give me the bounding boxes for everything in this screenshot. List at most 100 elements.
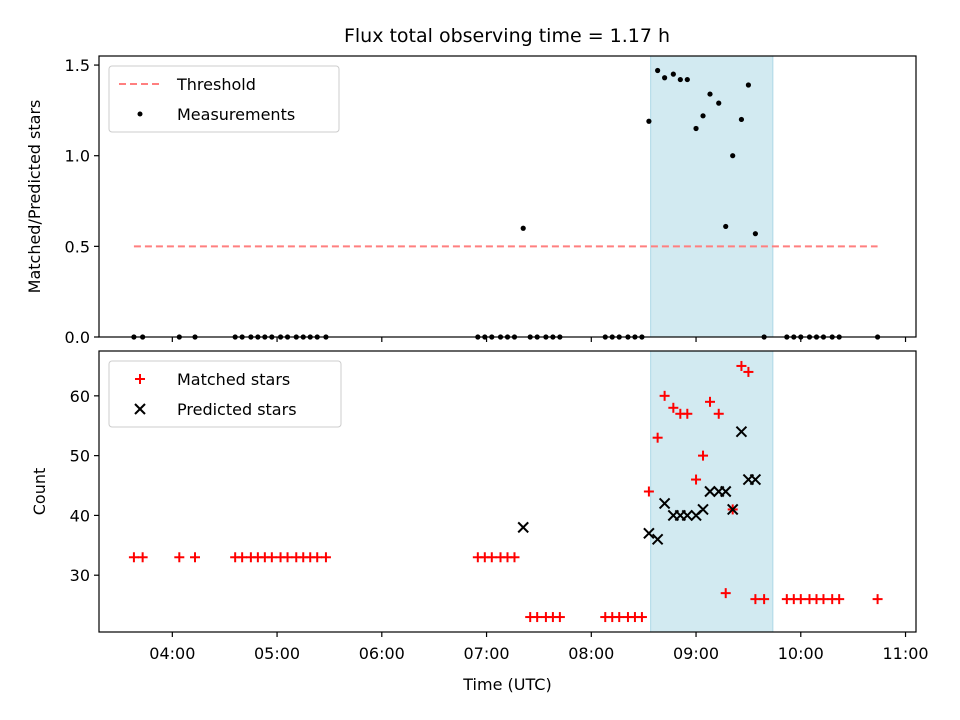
cross-stroke <box>651 533 664 546</box>
matched-star-point <box>486 552 497 563</box>
matched-star-point <box>698 450 709 461</box>
matched-star-point <box>705 396 716 407</box>
cross-stroke <box>720 485 732 498</box>
matched-star-point <box>872 594 883 605</box>
y-tick-label: 60 <box>70 387 90 406</box>
matched-star-point <box>736 360 747 371</box>
predicted-star-point <box>697 503 709 516</box>
predicted-star-point <box>643 527 655 540</box>
measurement-point <box>707 91 713 97</box>
x-axis-label: Time (UTC) <box>462 675 551 694</box>
matched-star-point <box>652 432 663 443</box>
measurement-point <box>730 153 736 159</box>
x-tick-label: 09:00 <box>673 644 719 663</box>
matched-star-point <box>795 594 806 605</box>
legend-cross-marker <box>134 403 146 415</box>
y-tick-label: 1.5 <box>65 56 90 75</box>
matched-star-point <box>190 552 201 563</box>
observing-window-highlight <box>650 350 774 633</box>
x-tick-label: 04:00 <box>149 644 195 663</box>
matched-star-point <box>614 612 625 623</box>
y-tick-label: 1.0 <box>65 147 90 166</box>
count-panel-axes: 30 40 50 60 04:00 05:00 06:00 07:00 08:00 09:00 10… <box>70 387 929 663</box>
x-tick-label: 07:00 <box>463 644 509 663</box>
matched-star-point <box>266 552 277 563</box>
matched-star-point <box>668 402 679 413</box>
measurement-point <box>662 75 668 81</box>
predicted-star-point <box>651 533 664 546</box>
ratio-panel-frame <box>98 55 917 338</box>
ratio-panel: 0.0 0.5 1.0 1.5 Matched/Predicted stars Thr… <box>25 55 917 347</box>
count-panel: 30 40 50 60 04:00 05:00 06:00 07:00 08:00 09:00 10… <box>30 350 929 694</box>
ratio-legend: Threshold Measurements <box>108 65 340 133</box>
count-y-axis-label: Count <box>30 468 49 516</box>
count-legend-box <box>108 360 342 428</box>
legend-matched-swatch <box>135 374 145 384</box>
matched-star-point <box>237 552 248 563</box>
x-tick-label: 05:00 <box>254 644 300 663</box>
cross-stroke <box>643 527 655 540</box>
cross-stroke <box>704 485 716 498</box>
matched-star-point <box>659 390 670 401</box>
matched-star-point <box>682 408 693 419</box>
predicted-star-point <box>517 521 529 534</box>
matched-star-point <box>174 552 185 563</box>
measurement-point <box>752 231 758 237</box>
matched-star-point <box>636 612 647 623</box>
measurement-point <box>693 125 699 132</box>
predicted-star-point <box>720 485 732 498</box>
matched-star-point <box>743 366 754 377</box>
legend-measurements-swatch <box>137 111 143 117</box>
matched-star-point <box>554 612 565 623</box>
observing-window-highlight <box>650 55 774 338</box>
predicted-star-point <box>704 485 716 498</box>
cross-stroke <box>681 509 694 522</box>
matched-star-point <box>750 594 761 605</box>
matched-star-point <box>691 474 702 485</box>
cross-stroke <box>517 521 529 534</box>
legend-predicted-label: Predicted stars <box>177 400 297 419</box>
legend-threshold-label: Threshold <box>176 75 256 94</box>
measurement-point <box>745 82 752 88</box>
count-plot-area <box>128 360 883 623</box>
legend-predicted-swatch <box>134 403 146 415</box>
predicted-star-point <box>681 509 694 522</box>
x-tick-label: 11:00 <box>882 644 928 663</box>
matched-star-point <box>137 552 148 563</box>
count-legend: Matched stars Predicted stars <box>108 360 342 428</box>
cross-stroke <box>735 426 748 438</box>
x-tick-label: 06:00 <box>359 644 405 663</box>
x-tick-label: 08:00 <box>568 644 614 663</box>
legend-measurements-label: Measurements <box>177 105 295 124</box>
measurement-point <box>520 225 526 231</box>
measurement-point <box>677 76 683 83</box>
y-tick-label: 40 <box>70 506 90 525</box>
cross-stroke <box>697 503 709 516</box>
matched-star-point <box>532 612 543 623</box>
matched-star-point <box>834 594 845 605</box>
ratio-y-axis-label: Matched/Predicted stars <box>25 100 44 294</box>
ratio-legend-box <box>108 65 340 133</box>
measurement-point <box>700 113 706 119</box>
matched-star-point <box>720 588 731 599</box>
matched-star-point <box>759 594 770 605</box>
ratio-panel-axes: 0.0 0.5 1.0 1.5 <box>65 56 907 347</box>
y-tick-label: 30 <box>70 566 90 585</box>
matched-star-point <box>713 408 724 419</box>
y-tick-label: 0.0 <box>65 328 90 347</box>
cross-stroke <box>749 473 762 486</box>
matched-star-point <box>320 552 331 563</box>
matched-star-point <box>818 594 829 605</box>
measurement-point <box>646 118 652 124</box>
count-panel-frame <box>98 350 917 633</box>
matched-star-point <box>312 552 323 563</box>
chart-title: Flux total observing time = 1.17 h <box>344 25 670 47</box>
matched-star-point <box>128 552 139 563</box>
measurement-point <box>723 223 729 230</box>
cross-stroke <box>134 403 146 415</box>
measurement-point <box>716 100 722 106</box>
measurement-point <box>684 76 690 83</box>
predicted-star-point <box>658 497 671 510</box>
measurement-point <box>655 67 661 74</box>
